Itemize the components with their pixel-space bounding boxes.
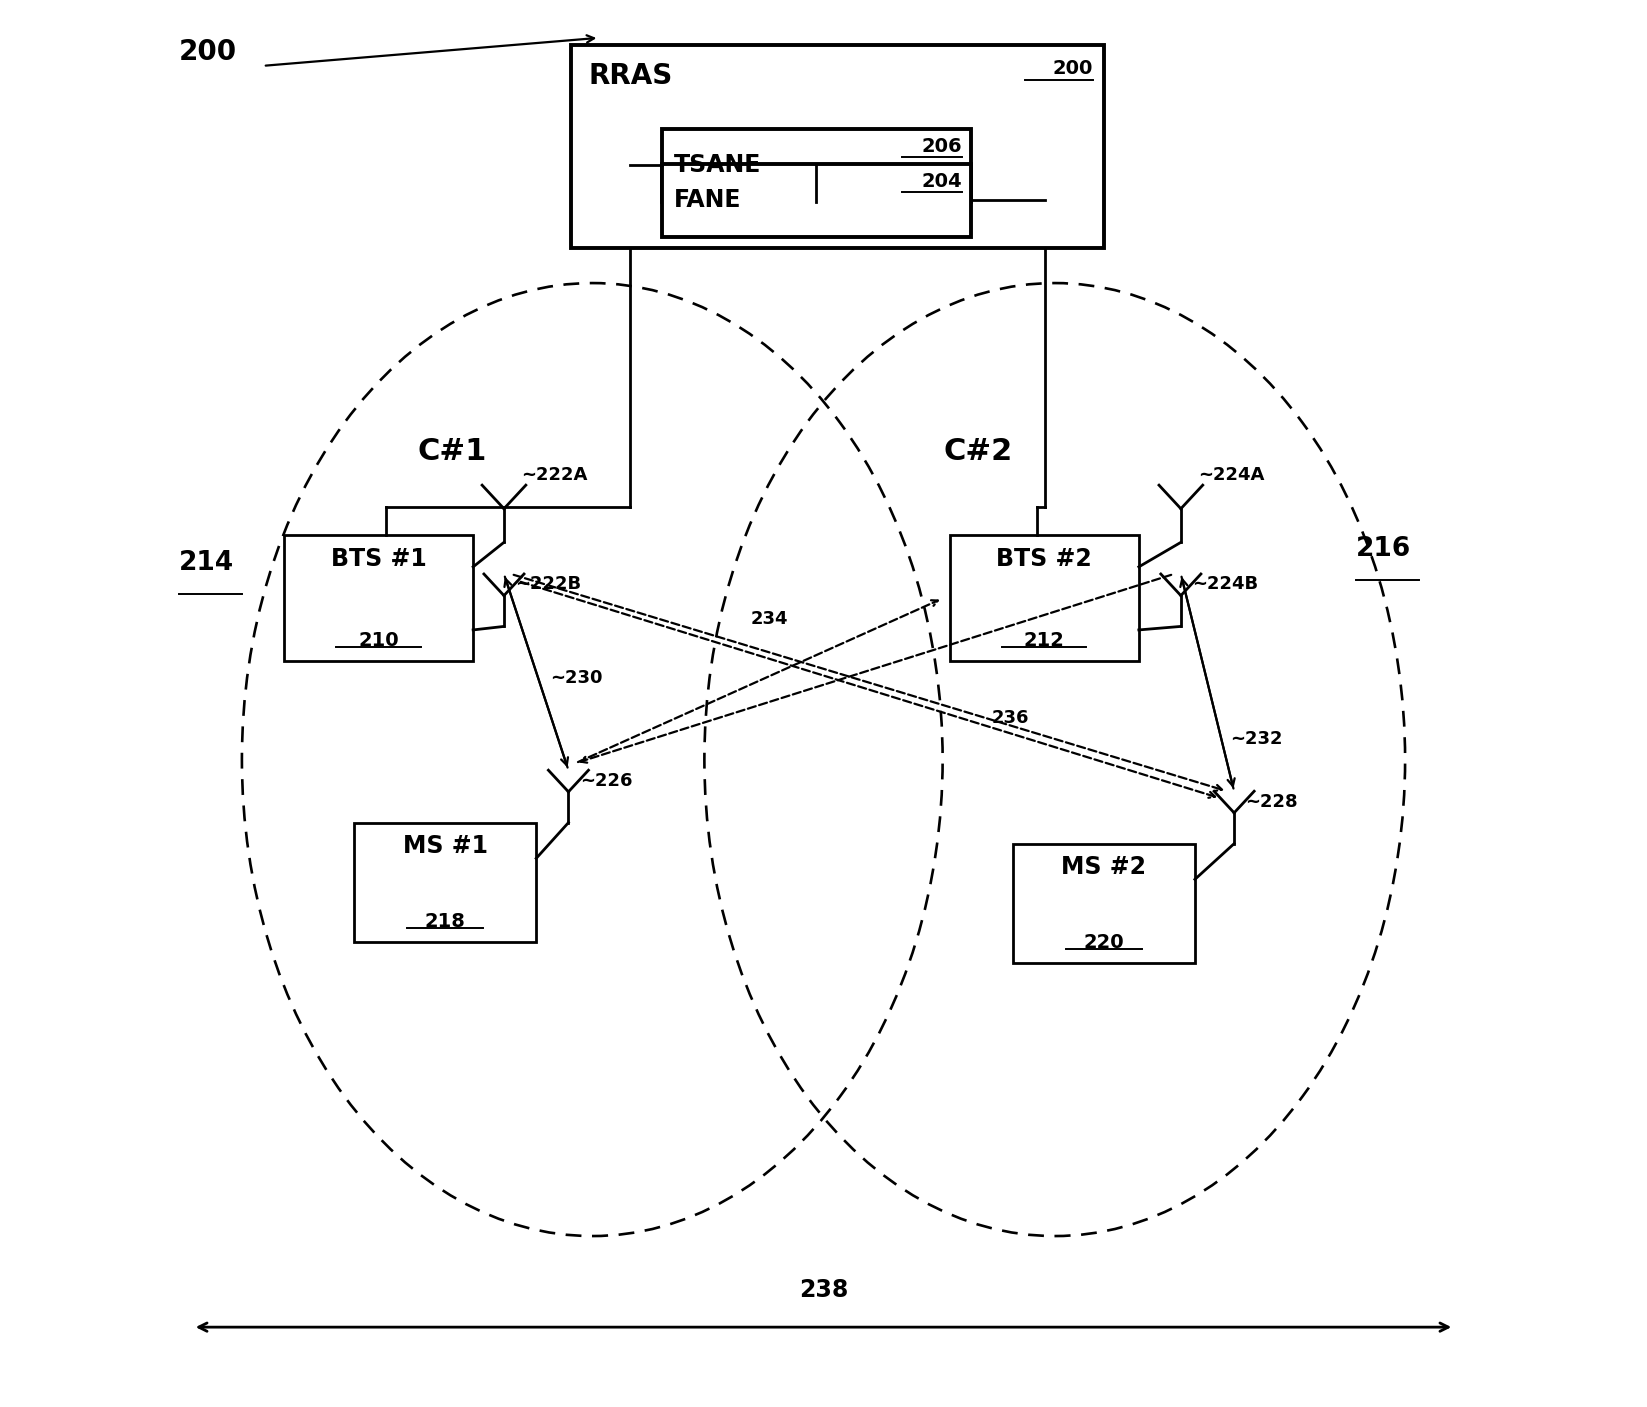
Text: 210: 210 [359,632,399,650]
Text: 214: 214 [180,550,234,577]
FancyBboxPatch shape [662,165,970,236]
Text: 238: 238 [799,1278,848,1301]
FancyBboxPatch shape [1013,844,1194,962]
Text: ~230: ~230 [550,670,603,687]
Text: 206: 206 [922,138,962,156]
FancyBboxPatch shape [662,129,970,201]
Text: ~222A: ~222A [520,466,588,484]
Text: 204: 204 [922,172,962,191]
Text: BTS #1: BTS #1 [331,546,427,570]
Text: 236: 236 [991,709,1029,726]
Text: 216: 216 [1355,536,1411,563]
Text: FANE: FANE [674,189,741,212]
Text: ~224B: ~224B [1192,575,1258,594]
Text: ~222B: ~222B [516,575,581,594]
Text: ~228: ~228 [1245,792,1298,810]
Text: TSANE: TSANE [674,153,761,177]
Text: RRAS: RRAS [588,62,672,90]
Text: ~232: ~232 [1230,730,1283,747]
Text: BTS #2: BTS #2 [996,546,1092,570]
Text: ~224A: ~224A [1197,466,1263,484]
FancyBboxPatch shape [354,823,537,941]
Text: 220: 220 [1084,933,1125,951]
Text: 200: 200 [1052,59,1092,77]
Text: ~226: ~226 [580,771,632,789]
Text: 234: 234 [751,611,789,629]
Text: MS #2: MS #2 [1061,855,1146,879]
FancyBboxPatch shape [950,535,1138,661]
Text: C#2: C#2 [944,436,1013,466]
Text: 200: 200 [180,38,237,66]
Text: MS #1: MS #1 [402,834,488,858]
Text: 212: 212 [1024,632,1064,650]
Text: 218: 218 [425,912,466,930]
Text: C#1: C#1 [417,436,488,466]
FancyBboxPatch shape [283,535,473,661]
FancyBboxPatch shape [572,45,1103,248]
